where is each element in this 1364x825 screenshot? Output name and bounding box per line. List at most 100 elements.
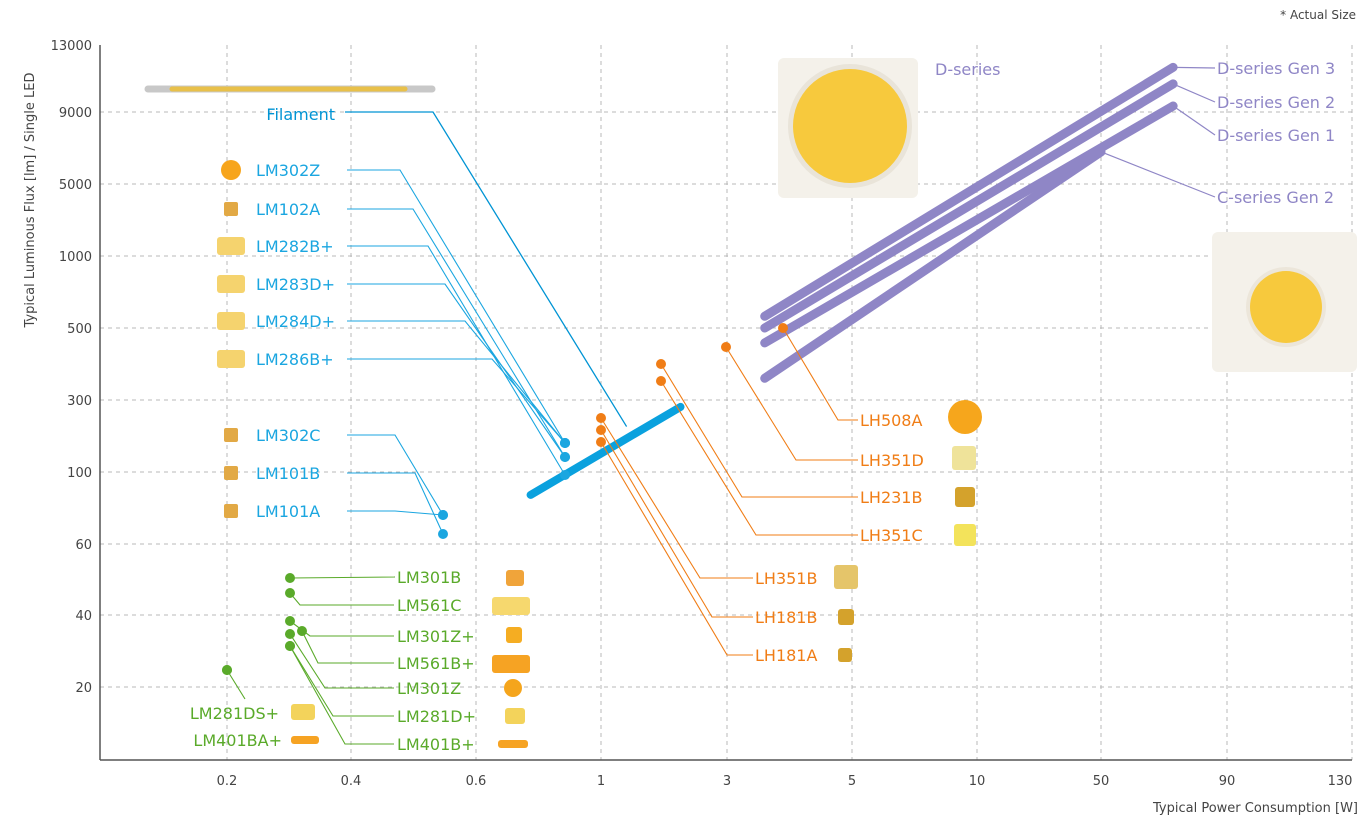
x-tick-label: 5 xyxy=(848,774,856,789)
d-series-label: D-series xyxy=(935,60,1000,79)
cob-label: D-series Gen 3 xyxy=(1217,59,1335,78)
x-tick-label: 1 xyxy=(597,774,605,789)
series-leader xyxy=(289,576,396,579)
cob-band xyxy=(760,62,1178,321)
cob-leader xyxy=(1100,151,1216,198)
series-leader xyxy=(289,645,394,717)
series-leader xyxy=(660,380,858,536)
y-tick-label: 300 xyxy=(67,394,92,409)
x-tick-label: 0.2 xyxy=(217,774,238,789)
y-tick-label: 5000 xyxy=(59,178,92,193)
series-label: LM301Z+ xyxy=(397,627,475,646)
led-icon xyxy=(838,648,852,662)
cob-band xyxy=(760,147,1106,383)
data-point xyxy=(285,588,295,598)
data-point xyxy=(285,629,295,639)
led-shape xyxy=(217,312,245,330)
led-shape xyxy=(505,708,525,724)
cob-leader xyxy=(1173,66,1216,69)
led-shape xyxy=(492,655,530,673)
data-point xyxy=(560,470,570,480)
led-shape xyxy=(221,160,241,180)
led-icon xyxy=(504,679,522,697)
series-leader xyxy=(301,630,394,664)
series-label: LH351D xyxy=(860,451,924,470)
led-shape xyxy=(291,736,319,744)
data-point xyxy=(438,510,448,520)
series-label: LM561C xyxy=(397,596,461,615)
series-label: LM281D+ xyxy=(397,707,476,726)
series-label: LM283D+ xyxy=(256,275,335,294)
grid xyxy=(100,45,1353,760)
led-icon xyxy=(505,708,525,724)
x-tick-label: 10 xyxy=(969,774,986,789)
led-shape xyxy=(838,648,852,662)
led-shape xyxy=(498,740,528,748)
data-point xyxy=(721,342,731,352)
series-label: LH351B xyxy=(755,569,817,588)
series-label: LM281DS+ xyxy=(190,704,279,723)
series-label: LH231B xyxy=(860,488,922,507)
led-shape xyxy=(506,570,524,586)
series-leader xyxy=(347,208,566,458)
led-icon xyxy=(834,565,858,589)
led-shape xyxy=(291,704,315,720)
series-leader xyxy=(289,645,394,745)
series-leader xyxy=(347,358,566,444)
led-icon xyxy=(217,237,245,255)
x-tick-label: 50 xyxy=(1093,774,1110,789)
series-label: LM286B+ xyxy=(256,350,334,369)
data-point xyxy=(285,641,295,651)
led-icon xyxy=(948,400,982,434)
series-label: LM301Z xyxy=(397,679,461,698)
led-icon xyxy=(221,160,241,180)
x-tick-label: 90 xyxy=(1219,774,1236,789)
led-icon xyxy=(224,202,238,216)
y-tick-label: 1000 xyxy=(59,250,92,265)
data-point xyxy=(297,626,307,636)
series-leader xyxy=(660,363,858,498)
led-shape xyxy=(217,275,245,293)
series-leader xyxy=(782,327,858,421)
cob-label: D-series Gen 2 xyxy=(1217,93,1335,112)
x-tick-label: 0.6 xyxy=(466,774,487,789)
data-point xyxy=(596,437,606,447)
series-leader xyxy=(347,245,566,476)
series-label: LH181A xyxy=(755,646,817,665)
y-tick-label: 9000 xyxy=(59,106,92,121)
filament-label: Filament xyxy=(266,105,335,124)
cob-band xyxy=(760,79,1178,333)
led-icon xyxy=(498,740,528,748)
series-label: LM561B+ xyxy=(397,654,475,673)
filament-leader xyxy=(345,111,628,427)
led-icon xyxy=(217,350,245,368)
y-axis-label: Typical Luminous Flux [lm] / Single LED xyxy=(23,73,38,329)
data-point xyxy=(438,529,448,539)
led-icon xyxy=(291,704,315,720)
led-shape xyxy=(955,487,975,507)
led-icon xyxy=(217,275,245,293)
led-shape xyxy=(834,565,858,589)
led-shape xyxy=(224,466,238,480)
y-tick-label: 60 xyxy=(75,538,92,553)
data-point xyxy=(222,665,232,675)
led-shape xyxy=(224,504,238,518)
led-shape xyxy=(492,597,530,615)
actual-size-note: * Actual Size xyxy=(1280,8,1356,22)
led-shape xyxy=(217,237,245,255)
led-icon xyxy=(492,655,530,673)
series-label: LM282B+ xyxy=(256,237,334,256)
led-shape xyxy=(506,627,522,643)
led-icon xyxy=(954,524,976,546)
series-leader xyxy=(600,429,753,618)
series-leader xyxy=(725,346,858,461)
led-shape xyxy=(224,428,238,442)
series-label: LM101B xyxy=(256,464,320,483)
data-point xyxy=(596,413,606,423)
series-label: LM302Z xyxy=(256,161,320,180)
cob-label: D-series Gen 1 xyxy=(1217,126,1335,145)
data-point xyxy=(285,616,295,626)
cob-band xyxy=(760,101,1178,348)
x-tick-label: 3 xyxy=(723,774,731,789)
